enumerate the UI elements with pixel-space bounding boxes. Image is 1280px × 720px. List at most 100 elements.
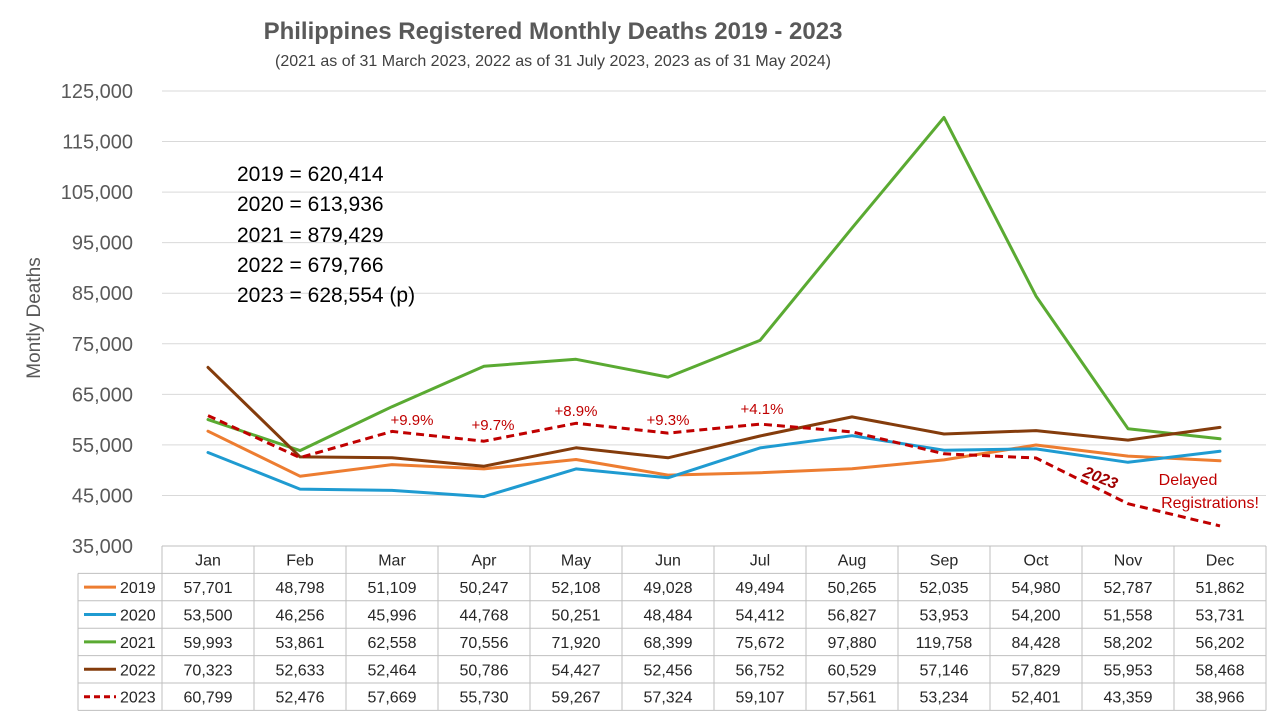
table-cell: 56,202 [1196, 635, 1245, 652]
table-cell: 59,107 [736, 690, 785, 707]
pct-change-may: +8.9% [555, 403, 598, 420]
x-tick-label: Oct [1024, 553, 1049, 570]
data-table: Jan Feb Mar Apr May Jun Jul Aug Sep Oct Nov Dec 2019… [77, 545, 1267, 711]
y-tick-label: 85,000 [72, 283, 133, 305]
table-cell: 62,558 [368, 635, 417, 652]
table-cell: 57,324 [644, 690, 693, 707]
x-tick-label: Dec [1206, 553, 1234, 570]
y-tick-label: 45,000 [72, 485, 133, 507]
table-cell: 60,529 [828, 662, 877, 679]
pct-change-apr: +9.7% [472, 417, 515, 434]
table-cell: 57,829 [1012, 662, 1061, 679]
y-tick-label: 105,000 [61, 182, 133, 204]
table-cell: 51,109 [368, 580, 417, 597]
table-cell: 56,752 [736, 662, 785, 679]
table-cell: 97,880 [828, 635, 877, 652]
legend-entry-2019: 2019 [120, 580, 156, 597]
table-cell: 56,827 [828, 608, 877, 625]
table-cell: 58,202 [1104, 635, 1153, 652]
table-cell: 52,633 [276, 662, 325, 679]
table-cell: 57,561 [828, 690, 877, 707]
series-line-2022 [206, 365, 1222, 468]
table-cell: 48,798 [276, 580, 325, 597]
x-tick-label: Nov [1114, 553, 1142, 570]
y-axis-label: Montly Deaths [24, 257, 45, 378]
table-cell: 70,556 [460, 635, 509, 652]
chart-title: Philippines Registered Monthly Deaths 20… [264, 18, 843, 45]
delayed-registrations-note: 2023 Delayed Registrations! [1080, 464, 1259, 512]
table-cell: 119,758 [916, 635, 973, 652]
table-cell: 57,669 [368, 690, 417, 707]
pct-change-labels: +9.9% +9.7% +8.9% +9.3% +4.1% [391, 401, 784, 434]
table-cell: 49,494 [736, 580, 785, 597]
table-cell: 52,035 [920, 580, 969, 597]
x-tick-label: Sep [930, 553, 959, 570]
y-tick-label: 95,000 [72, 233, 133, 255]
table-cell: 50,786 [460, 662, 509, 679]
chart-subtitle: (2021 as of 31 March 2023, 2022 as of 31… [275, 53, 831, 70]
table-cell: 52,464 [368, 662, 417, 679]
table-cell: 55,730 [460, 690, 509, 707]
table-cell: 53,953 [920, 608, 969, 625]
y-tick-label: 55,000 [72, 435, 133, 457]
pct-change-jun: +9.3% [647, 412, 690, 429]
total-2023: 2023 = 628,554 (p) [237, 284, 415, 307]
table-cell: 53,234 [920, 690, 969, 707]
table-cell: 54,427 [552, 662, 601, 679]
x-tick-label: Apr [472, 553, 498, 570]
table-cell: 57,146 [920, 662, 969, 679]
y-tick-label: 125,000 [61, 81, 133, 103]
x-tick-label: Mar [378, 553, 406, 570]
table-cell: 49,028 [644, 580, 693, 597]
series-line-2019 [206, 429, 1222, 478]
table-cell: 50,247 [460, 580, 509, 597]
table-cell: 45,996 [368, 608, 417, 625]
table-cell: 55,953 [1104, 662, 1153, 679]
legend-entry-2023: 2023 [120, 690, 156, 707]
table-cell: 44,768 [460, 608, 509, 625]
table-cell: 84,428 [1012, 635, 1061, 652]
table-cell: 50,251 [552, 608, 601, 625]
table-cell: 48,484 [644, 608, 693, 625]
total-2019: 2019 = 620,414 [237, 163, 384, 186]
x-tick-label: May [561, 553, 591, 570]
x-tick-label: Jul [750, 553, 770, 570]
legend-entry-2022: 2022 [120, 662, 156, 679]
table-cell: 57,701 [184, 580, 233, 597]
table-cell: 46,256 [276, 608, 325, 625]
table-cell: 50,265 [828, 580, 877, 597]
table-cell: 71,920 [552, 635, 601, 652]
series-line-2023 [207, 414, 1221, 528]
y-tick-label: 65,000 [72, 384, 133, 406]
table-cell: 52,476 [276, 690, 325, 707]
table-cell: 54,980 [1012, 580, 1061, 597]
table-cell: 53,500 [184, 608, 233, 625]
table-cell: 52,456 [644, 662, 693, 679]
legend-entry-2020: 2020 [120, 608, 156, 625]
table-cell: 70,323 [184, 662, 233, 679]
total-2021: 2021 = 879,429 [237, 224, 384, 247]
table-cell: 54,412 [736, 608, 785, 625]
pct-change-jul: +4.1% [741, 401, 784, 418]
table-cell: 53,731 [1196, 608, 1245, 625]
table-cell: 38,966 [1196, 690, 1245, 707]
x-tick-label: Feb [286, 553, 314, 570]
annual-totals: 2019 = 620,414 2020 = 613,936 2021 = 879… [237, 163, 415, 307]
pct-change-mar: +9.9% [391, 412, 434, 429]
legend-entry-2021: 2021 [120, 635, 156, 652]
table-cell: 52,787 [1104, 580, 1153, 597]
table-cell: 68,399 [644, 635, 693, 652]
delayed-label-line1: Delayed [1159, 472, 1218, 489]
table-cell: 53,861 [276, 635, 325, 652]
table-cell: 59,267 [552, 690, 601, 707]
y-tick-label: 75,000 [72, 334, 133, 356]
table-cell: 75,672 [736, 635, 785, 652]
table-cell: 59,993 [184, 635, 233, 652]
x-tick-label: Jan [195, 553, 221, 570]
table-cell: 51,558 [1104, 608, 1153, 625]
y-tick-label: 115,000 [62, 132, 133, 154]
table-cell: 58,468 [1196, 662, 1245, 679]
series-line-2021 [206, 116, 1222, 453]
table-cell: 43,359 [1104, 690, 1153, 707]
table-cell: 54,200 [1012, 608, 1061, 625]
